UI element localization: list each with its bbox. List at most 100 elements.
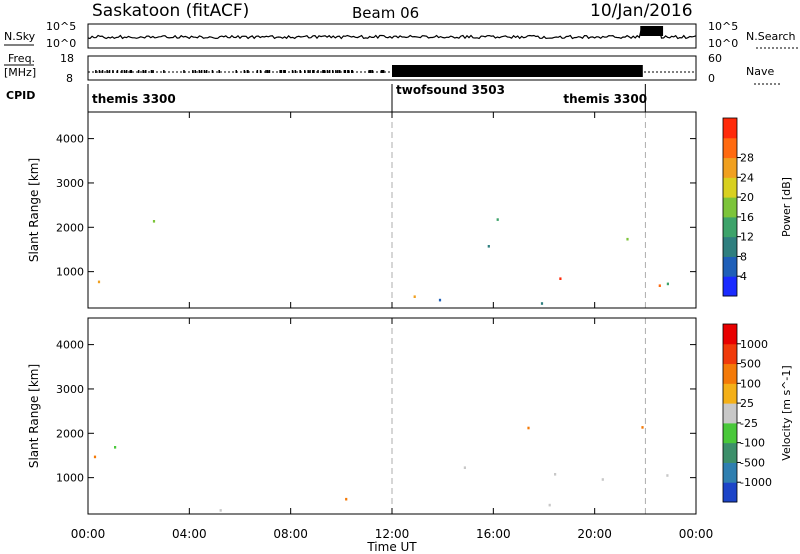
echo-cell [114,446,117,449]
nave-point [326,70,329,73]
x-tick-label: 08:00 [273,527,308,541]
colorbar-swatch [723,177,737,198]
cpid-segment-label: themis 3300 [92,92,176,106]
nave-point [317,70,319,73]
x-tick-label: 00:00 [679,527,714,541]
nave-point [369,70,372,73]
nave-point [243,70,246,73]
y-tick-label: 3000 [56,383,84,396]
colorbar-swatch [723,482,737,503]
nave-point [299,70,301,73]
velocity-colorbar: 1000 500 100 25 -25 -100 -500 -1000 Velocity [m … [722,323,793,503]
nave-point [323,70,325,73]
nave-point [280,70,282,73]
colorbar-tick-label: -1000 [740,476,772,489]
nave-point [194,70,196,73]
echo-cell [487,245,490,248]
velocity-y-axis: 1000 2000 3000 4000 Slant Range [km] [27,339,696,485]
y-tick-label: 3000 [56,177,84,190]
y-tick-label: 1000 [56,472,84,485]
colorbar-tick-label: 20 [740,191,754,204]
colorbar-swatch [723,324,737,345]
colorbar-tick-label: 1000 [740,338,768,351]
station-title: Saskatoon (fitACF) [92,1,249,21]
x-tick-label: 04:00 [172,527,207,541]
nave-point [371,70,374,73]
colorbar-swatch [723,462,737,483]
nave-point [309,70,311,73]
nave-block [392,65,643,77]
noise-trace [87,26,697,40]
echo-cell [548,503,551,507]
nave-point [200,70,203,73]
echo-cell [540,302,544,305]
nave-point [283,70,285,73]
colorbar-swatch [723,383,737,404]
noise-left-tick-high: 10^5 [46,20,76,33]
nave-point [137,70,140,73]
nave-point [121,70,123,73]
y-tick-label: 2000 [56,427,84,440]
nave-point [266,70,269,73]
nave-point [235,70,237,73]
colorbar-tick-label: 12 [740,231,754,244]
colorbar-tick-label: 28 [740,152,754,165]
nave-label: Nave [746,65,774,78]
noise-panel: N.Sky 10^5 10^0 10^5 10^0 N.Search [4,20,800,50]
nave-point [205,70,208,73]
nave-point [183,70,185,73]
echo-cell [496,218,499,221]
nave-point [101,70,104,73]
colorbar-swatch [723,276,737,297]
echo-cell [658,284,661,287]
colorbar-swatch [723,216,737,238]
echo-cell [554,473,557,476]
velocity-plot [93,318,669,514]
nave-point [145,70,147,73]
colorbar-label: Velocity [m s^-1] [780,365,793,460]
y-axis-label: Slant Range [km] [27,364,41,468]
nave-point [129,70,132,73]
nave-point [348,70,350,73]
colorbar-tick-label: 16 [740,211,754,224]
echo-cell [626,237,629,241]
colorbar-swatch [723,403,737,424]
colorbar-tick-label: -100 [740,437,765,450]
colorbar-tick-label: 25 [740,397,754,410]
noise-left-label: N.Sky [4,30,36,43]
nave-point [381,70,383,73]
colorbar-label: Power [dB] [780,177,793,237]
nave-point [116,70,119,73]
echo-cell [413,295,416,298]
colorbar-swatch [723,442,737,463]
colorbar-tick-label: 24 [740,171,754,184]
nave-point [268,70,271,73]
freq-label-line1: Freq. [8,52,35,65]
colorbar-swatch [723,236,737,257]
nave-point [312,70,314,73]
nave-point [95,70,97,73]
nave-point [108,70,111,73]
nave-point [106,70,108,73]
noise-sky-line [87,27,697,40]
cpid-segments: themis 3300 twofsound 3503 themis 3300 [87,83,647,112]
echo-cell [559,277,562,280]
echo-cell [93,455,97,459]
nave-point [211,70,214,73]
echo-cell [152,220,156,223]
colorbar-tick-label: 100 [740,377,761,390]
nave-point [150,70,153,73]
power-y-axis: 1000 2000 3000 4000 Slant Range [km] [27,133,696,279]
echo-cell [601,478,604,481]
colorbar-swatch [723,256,737,277]
noise-left-tick-low: 10^0 [46,37,76,50]
nave-point [337,70,339,73]
nave-point [142,70,145,73]
echo-cell [666,474,669,477]
velocity-panel: 1000 2000 3000 4000 Slant Range [km] 1000 500… [27,317,793,515]
x-tick-label: 16:00 [476,527,511,541]
nave-point [163,70,165,73]
nave-point [335,70,337,73]
